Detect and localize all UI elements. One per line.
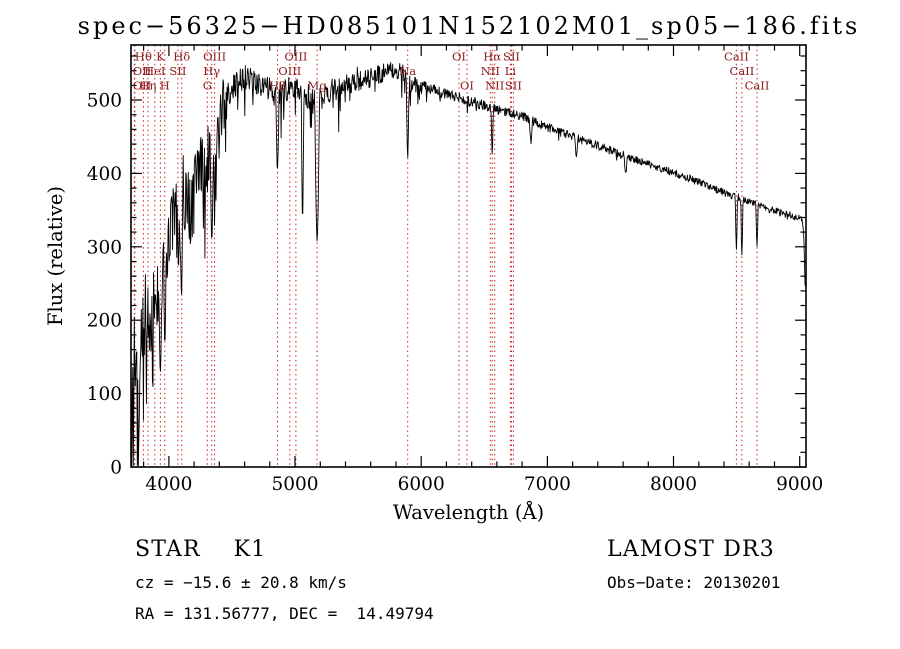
line-marker-label: CaII [730,64,755,78]
y-tick-label: 400 [87,164,122,185]
line-marker-labels: OIIOIIHθHηHeIKHSIIHδGHγOIIIHβOIIIOIIIMgN… [133,50,770,93]
plot-title: spec−56325−HD085101N152102M01_sp05−186.f… [77,12,861,40]
line-marker-label: NII [485,79,504,93]
x-tick-label: 6000 [398,474,445,495]
line-marker-label: H [160,79,170,93]
line-marker-label: SII [503,50,520,64]
line-marker-label: OIII [284,50,307,64]
line-marker-label: OII [133,79,152,93]
line-marker-label: CaII [724,50,749,64]
line-marker-label: OIII [278,64,301,78]
line-marker-label: SII [169,64,186,78]
line-marker-label: CaII [745,79,770,93]
line-marker-label: Hγ [203,64,220,78]
cz-value: cz = −15.6 ± 20.8 km/s [135,573,347,592]
y-tick-label: 200 [87,311,122,332]
line-marker-label: Hδ [173,50,190,64]
spectrum-line [131,61,806,466]
line-marker-label: Hα [483,50,501,64]
line-marker-label: OI [452,50,466,64]
line-marker-label: Li [505,64,517,78]
line-markers [133,45,758,467]
y-tick-label: 0 [110,458,122,479]
line-marker-label: G [203,79,212,93]
line-marker-label: OII [133,64,152,78]
line-marker-label: HeI [144,64,165,78]
axis-ticks [131,45,806,468]
x-tick-label: 4000 [145,474,192,495]
line-marker-label: Hη [140,79,157,93]
y-tick-label: 500 [87,91,122,112]
line-marker-label: K [156,50,165,64]
tick-labels: 4000 5000 6000 7000 8000 9000 0 100 200 300 400 500 [87,91,824,496]
y-tick-label: 300 [87,237,122,258]
x-tick-label: 9000 [776,474,823,495]
obs-date-value: Obs−Date: 20130201 [607,573,781,592]
line-marker-label: NII [481,64,500,78]
x-axis-label: Wavelength (Å) [393,499,544,524]
line-marker-label: Na [399,64,416,78]
ra-dec-value: RA = 131.56777, DEC = 14.49794 [135,604,434,623]
x-tick-label: 8000 [650,474,697,495]
y-axis-label: Flux (relative) [44,186,67,326]
line-marker-label: OIII [203,50,226,64]
y-tick-label: 100 [87,384,122,405]
object-class-label: STAR K1 [135,537,267,562]
plot-frame [130,44,807,468]
x-tick-label: 5000 [271,474,318,495]
x-tick-label: 7000 [524,474,571,495]
line-marker-label: SII [505,79,522,93]
line-marker-label: Mg [308,79,328,93]
line-marker-label: OI [460,79,474,93]
line-marker-label: Hθ [135,50,152,64]
line-marker-label: Hβ [269,79,286,93]
survey-label: LAMOST DR3 [607,537,775,562]
